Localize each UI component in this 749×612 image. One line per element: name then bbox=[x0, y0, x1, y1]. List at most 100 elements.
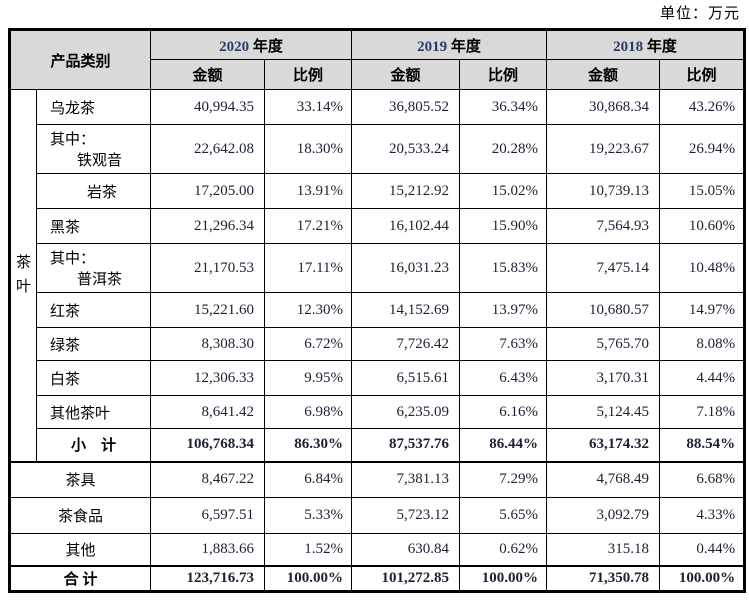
ratio-2018: 88.54% bbox=[659, 428, 746, 462]
table-row-green-tea: 绿茶 8,308.30 6.72% 7,726.42 7.63% 5,765.7… bbox=[10, 327, 746, 361]
ratio-2018: 10.60% bbox=[659, 208, 746, 244]
year-number: 2020 bbox=[219, 38, 250, 55]
ratio-2018: 15.05% bbox=[659, 173, 746, 209]
amount-2020: 123,716.73 bbox=[150, 564, 266, 592]
amount-2018: 19,223.67 bbox=[546, 124, 661, 174]
row-label: 绿茶 bbox=[35, 327, 152, 361]
table-row-teaware: 茶具 8,467.22 6.84% 7,381.13 7.29% 4,768.4… bbox=[8, 460, 746, 498]
ratio-2019: 13.97% bbox=[459, 292, 548, 328]
header-row-years: 产品类别 2020 年度 2019 年度 2018 年度 bbox=[8, 29, 746, 90]
year-2020-header: 2020 年度 bbox=[150, 29, 353, 60]
amount-2018: 7,475.14 bbox=[546, 243, 661, 293]
amount-2019: 7,381.13 bbox=[351, 460, 461, 498]
ratio-2019: 6.43% bbox=[459, 360, 548, 396]
ratio-2020: 86.30% bbox=[264, 428, 353, 462]
amount-2018: 315.18 bbox=[546, 533, 661, 566]
amount-2020: 22,642.08 bbox=[150, 124, 266, 174]
row-label-line2: 普洱茶 bbox=[77, 272, 123, 288]
ratio-2019: 20.28% bbox=[459, 124, 548, 174]
ratio-2019: 6.16% bbox=[459, 395, 548, 429]
row-label: 红茶 bbox=[35, 292, 152, 328]
amount-2018: 30,868.34 bbox=[546, 89, 661, 125]
row-label: 乌龙茶 bbox=[35, 89, 152, 125]
amount-2020: 12,306.33 bbox=[150, 360, 266, 396]
year-number: 2019 bbox=[417, 38, 448, 55]
amount-2019: 16,102.44 bbox=[351, 208, 461, 244]
row-label-line1: 其中： bbox=[50, 132, 96, 148]
ratio-2018: 4.33% bbox=[659, 497, 746, 534]
ratio-2020: 6.98% bbox=[264, 395, 353, 429]
ratio-2020: 6.84% bbox=[264, 460, 353, 498]
amount-2020: 17,205.00 bbox=[150, 173, 266, 209]
amount-2019: 6,235.09 bbox=[351, 395, 461, 429]
amount-2018: 63,174.32 bbox=[546, 428, 661, 462]
ratio-2020: 17.11% bbox=[264, 243, 353, 293]
row-label: 茶具 bbox=[8, 460, 152, 498]
amount-2020: 1,883.66 bbox=[150, 533, 266, 566]
row-label-line1: 其中： bbox=[50, 251, 96, 267]
ratio-2020: 6.72% bbox=[264, 327, 353, 361]
row-label: 岩茶 bbox=[35, 173, 152, 209]
amount-2020: 8,467.22 bbox=[150, 460, 266, 498]
amount-2018: 10,739.13 bbox=[546, 173, 661, 209]
table-row-dark-tea: 黑茶 21,296.34 17.21% 16,102.44 15.90% 7,5… bbox=[10, 208, 746, 244]
ratio-2018: 14.97% bbox=[659, 292, 746, 328]
amount-2020: 15,221.60 bbox=[150, 292, 266, 328]
amount-2020: 8,641.42 bbox=[150, 395, 266, 429]
amount-2020: 21,170.53 bbox=[150, 243, 266, 293]
tea-group-label: 茶叶 bbox=[15, 255, 31, 296]
table-row-puer: 其中： 普洱茶 21,170.53 17.11% 16,031.23 15.83%… bbox=[10, 243, 746, 293]
amount-2020: 6,597.51 bbox=[150, 497, 266, 534]
amount-2018: 10,680.57 bbox=[546, 292, 661, 328]
ratio-2019: 36.34% bbox=[459, 89, 548, 125]
amount-2018: 4,768.49 bbox=[546, 460, 661, 498]
table-row-rock-tea: 岩茶 17,205.00 13.91% 15,212.92 15.02% 10,… bbox=[10, 173, 746, 209]
year-2018-header: 2018 年度 bbox=[546, 29, 746, 60]
ratio-2019: 100.00% bbox=[459, 564, 548, 592]
amount-2018: 3,092.79 bbox=[546, 497, 661, 534]
ratio-2020: 5.33% bbox=[264, 497, 353, 534]
ratio-2018: 100.00% bbox=[659, 564, 746, 592]
ratio-2020: 17.21% bbox=[264, 208, 353, 244]
row-label: 白茶 bbox=[35, 360, 152, 396]
amount-header-2020: 金额 bbox=[150, 59, 266, 90]
amount-2019: 20,533.24 bbox=[351, 124, 461, 174]
amount-2019: 87,537.76 bbox=[351, 428, 461, 462]
amount-2019: 7,726.42 bbox=[351, 327, 461, 361]
amount-2020: 106,768.34 bbox=[150, 428, 266, 462]
ratio-2018: 7.18% bbox=[659, 395, 746, 429]
ratio-2019: 7.63% bbox=[459, 327, 548, 361]
table-row-total: 合 计 123,716.73 100.00% 101,272.85 100.00… bbox=[8, 564, 746, 592]
amount-2019: 6,515.61 bbox=[351, 360, 461, 396]
amount-2020: 40,994.35 bbox=[150, 89, 266, 125]
amount-2019: 16,031.23 bbox=[351, 243, 461, 293]
ratio-2018: 10.48% bbox=[659, 243, 746, 293]
ratio-2018: 8.08% bbox=[659, 327, 746, 361]
ratio-2018: 0.44% bbox=[659, 533, 746, 566]
ratio-2019: 5.65% bbox=[459, 497, 548, 534]
ratio-2019: 15.90% bbox=[459, 208, 548, 244]
ratio-2018: 26.94% bbox=[659, 124, 746, 174]
subtotal-label: 小 计 bbox=[35, 428, 152, 462]
amount-2019: 630.84 bbox=[351, 533, 461, 566]
table-row-tea-food: 茶食品 6,597.51 5.33% 5,723.12 5.65% 3,092.… bbox=[8, 497, 746, 534]
amount-2019: 101,272.85 bbox=[351, 564, 461, 592]
total-label: 合 计 bbox=[8, 564, 152, 592]
ratio-2018: 4.44% bbox=[659, 360, 746, 396]
table-row-black-tea: 红茶 15,221.60 12.30% 14,152.69 13.97% 10,… bbox=[10, 292, 746, 328]
table-row-subtotal: 小 计 106,768.34 86.30% 87,537.76 86.44% 6… bbox=[10, 428, 746, 462]
ratio-2019: 0.62% bbox=[459, 533, 548, 566]
ratio-header-2018: 比例 bbox=[659, 59, 746, 90]
amount-2019: 15,212.92 bbox=[351, 173, 461, 209]
ratio-header-2019: 比例 bbox=[459, 59, 548, 90]
ratio-2020: 12.30% bbox=[264, 292, 353, 328]
ratio-2020: 1.52% bbox=[264, 533, 353, 566]
table-row-other: 其他 1,883.66 1.52% 630.84 0.62% 315.18 0.… bbox=[8, 533, 746, 566]
ratio-2018: 6.68% bbox=[659, 460, 746, 498]
amount-2018: 5,765.70 bbox=[546, 327, 661, 361]
row-label-line2: 铁观音 bbox=[77, 153, 123, 169]
row-label: 其他茶叶 bbox=[35, 395, 152, 429]
year-2019-header: 2019 年度 bbox=[351, 29, 548, 60]
row-label: 黑茶 bbox=[35, 208, 152, 244]
table-row-tieguanyin: 其中： 铁观音 22,642.08 18.30% 20,533.24 20.28%… bbox=[10, 124, 746, 174]
